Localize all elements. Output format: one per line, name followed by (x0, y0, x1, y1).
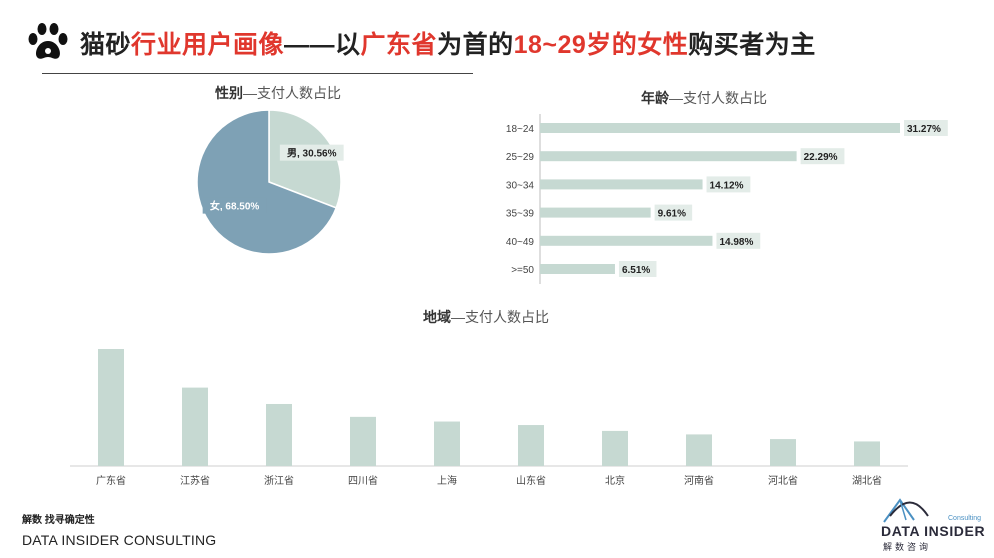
region-bar (98, 349, 124, 466)
age-data-label: 14.98% (719, 237, 753, 248)
logo-sub-text: 解数咨询 (883, 542, 932, 552)
pie-label-bg-1 (202, 197, 267, 214)
pie-label-bg-0 (279, 144, 344, 161)
age-data-label-bg (654, 204, 693, 221)
age-data-label: 31.27% (907, 124, 941, 135)
age-category-label: 25~29 (506, 152, 535, 163)
title-part-1: 行业用户画像 (131, 31, 285, 59)
region-category-label: 湖北省 (852, 474, 882, 487)
gender-pie-chart: 男, 30.56% 女, 68.50% (196, 109, 344, 255)
age-bar (540, 235, 713, 246)
age-data-label: 9.61% (658, 209, 686, 220)
data-insider-logo-icon (883, 498, 929, 523)
age-data-label: 22.29% (804, 152, 838, 163)
page-title: 猫砂行业用户画像——以广东省为首的18~29岁的女性购买者为主 (80, 25, 816, 61)
pie-data-label-1: 女, 68.50% (210, 200, 260, 213)
region-category-label: 上海 (437, 474, 457, 487)
region-bar (434, 421, 460, 466)
age-data-label: 14.12% (710, 180, 744, 191)
region-chart-title: 地域—支付人数占比 (423, 309, 549, 325)
region-bar (182, 387, 208, 466)
age-category-label: 40~49 (506, 237, 535, 248)
logo-tag: Consulting (948, 515, 982, 522)
age-category-label: 18~24 (506, 124, 535, 135)
footer-tagline: 解数 找寻确定性 (22, 515, 95, 526)
age-chart-title: 年龄—支付人数占比 (641, 90, 767, 106)
age-bar (540, 179, 703, 190)
region-bar (602, 430, 628, 466)
paw-icon (28, 23, 68, 59)
age-bar (540, 123, 900, 133)
region-bar-chart: 广东省 江苏省 浙江省 四川省 上海 山东省 北京 河南省 河北省 湖北省 (70, 349, 908, 487)
age-bar (540, 207, 651, 218)
age-data-label: 6.51% (622, 265, 650, 276)
region-bar (266, 403, 292, 466)
pie-slice-1 (196, 109, 338, 255)
region-bar (686, 434, 712, 466)
region-category-label: 河南省 (684, 474, 714, 487)
age-data-label-bg (800, 148, 845, 165)
title-divider (42, 73, 473, 74)
region-bar (770, 439, 796, 466)
region-bar (854, 441, 880, 466)
region-category-label: 山东省 (516, 474, 546, 487)
age-bar-chart: 18~24 31.27% 25~29 22.29% 30~34 14.12% 35~39 9.… (506, 114, 948, 284)
age-bar (540, 264, 615, 274)
age-category-label: >=50 (511, 265, 534, 276)
title-part-5: 18~29岁的女性 (513, 31, 689, 59)
footer-company: DATA INSIDER CONSULTING (22, 532, 217, 548)
age-category-label: 30~34 (506, 180, 535, 191)
title-part-0: 猫砂 (80, 31, 132, 59)
region-category-label: 四川省 (348, 474, 378, 487)
title-part-3: 广东省 (360, 31, 438, 59)
age-category-label: 35~39 (506, 209, 535, 220)
age-data-label-bg (706, 176, 751, 193)
age-bar (540, 151, 797, 162)
pie-data-label-0: 男, 30.56% (287, 148, 337, 160)
age-data-label-bg (904, 120, 948, 136)
title-row: 猫砂行业用户画像——以广东省为首的18~29岁的女性购买者为主 (24, 18, 816, 68)
title-part-2: ——以 (284, 31, 361, 59)
region-category-label: 河北省 (768, 474, 798, 487)
logo-main-text: DATA INSIDER (881, 523, 986, 539)
region-category-label: 广东省 (96, 474, 126, 487)
age-data-label-bg (618, 261, 657, 277)
region-bar (350, 416, 376, 466)
region-category-label: 北京 (605, 474, 625, 487)
title-part-4: 为首的 (437, 31, 514, 59)
region-bar (518, 425, 544, 466)
gender-chart-title: 性别—支付人数占比 (215, 85, 341, 101)
title-part-6: 购买者为主 (688, 31, 816, 59)
region-category-label: 江苏省 (180, 474, 210, 487)
region-category-label: 浙江省 (264, 474, 294, 487)
age-data-label-bg (716, 232, 761, 249)
